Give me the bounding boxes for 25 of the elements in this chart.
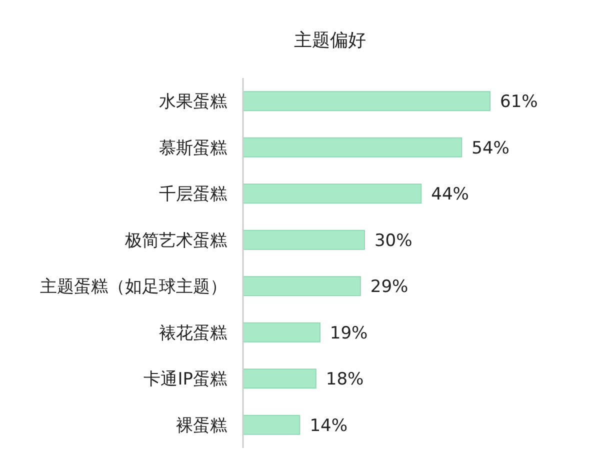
data-label: 18%: [326, 370, 364, 390]
bar: [242, 322, 320, 342]
bar: [242, 91, 490, 112]
data-label: 44%: [431, 184, 469, 205]
bar: [242, 137, 462, 158]
y-tick-label: 裸蛋糕: [176, 416, 227, 436]
y-tick-label: 主题蛋糕（如足球主题）: [40, 277, 227, 298]
chart-title: 主题偏好: [294, 30, 366, 51]
y-tick-label: 卡通IP蛋糕: [144, 370, 227, 390]
data-label: 54%: [472, 138, 510, 158]
bar: [242, 276, 361, 296]
bar: [242, 184, 422, 204]
data-label: 29%: [370, 277, 408, 298]
y-tick-label: 水果蛋糕: [159, 92, 227, 112]
y-tick-label: 千层蛋糕: [159, 184, 227, 205]
y-tick-label: 裱花蛋糕: [159, 323, 227, 344]
data-label: 19%: [330, 323, 368, 344]
data-label: 61%: [500, 92, 538, 112]
bar: [242, 368, 316, 389]
data-label: 30%: [374, 230, 412, 251]
y-tick-label: 极简艺术蛋糕: [124, 230, 227, 251]
data-label: 14%: [310, 416, 348, 436]
bar: [242, 230, 365, 250]
y-tick-label: 慕斯蛋糕: [159, 138, 227, 158]
bar: [242, 414, 300, 435]
